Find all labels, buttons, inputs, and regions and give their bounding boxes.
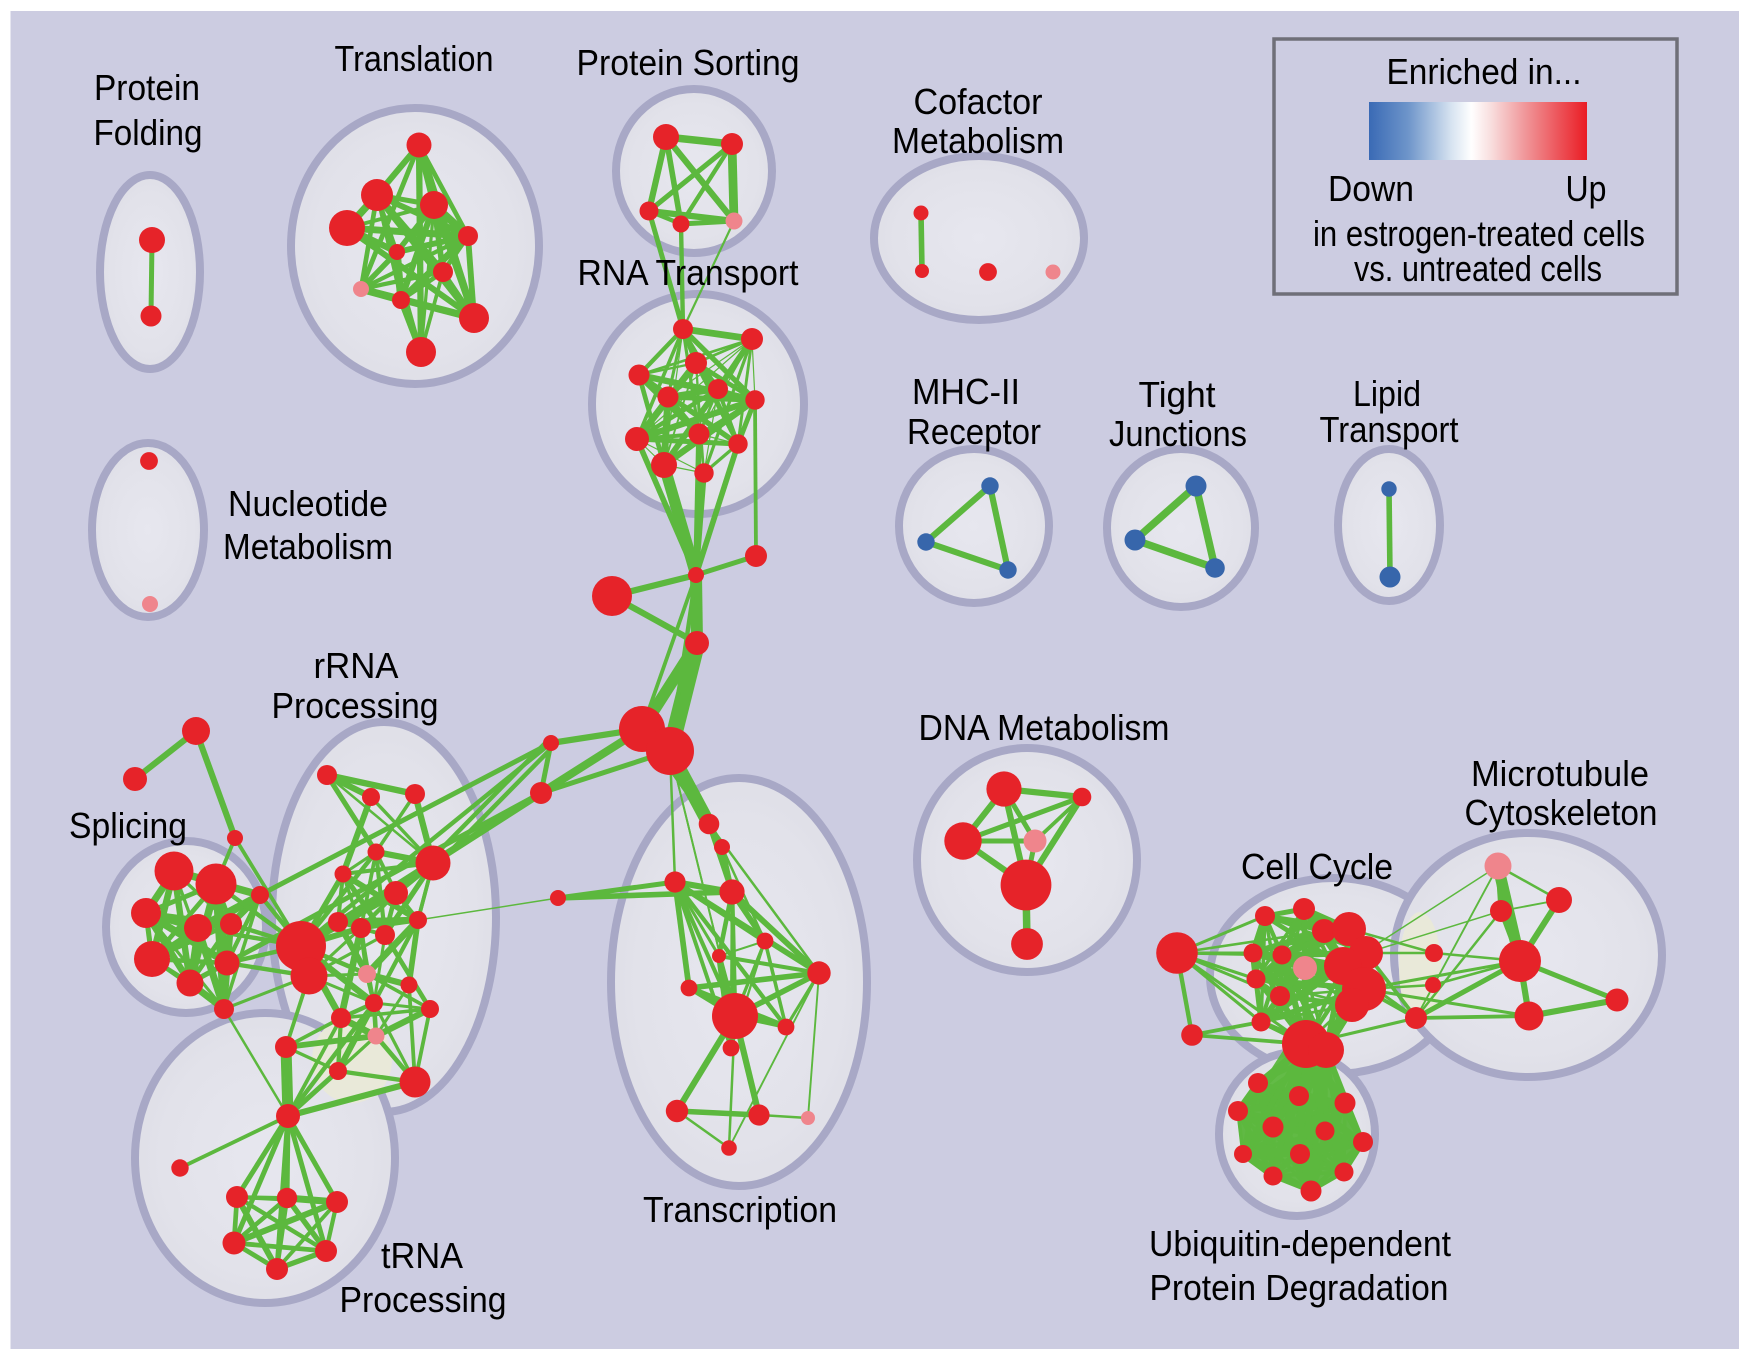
svg-text:Protein Degradation: Protein Degradation (1150, 1267, 1449, 1308)
svg-text:Processing: Processing (340, 1279, 507, 1320)
svg-text:DNA Metabolism: DNA Metabolism (919, 707, 1170, 748)
svg-text:Metabolism: Metabolism (892, 120, 1064, 161)
svg-text:Microtubule: Microtubule (1471, 753, 1649, 794)
svg-text:Down: Down (1328, 168, 1414, 209)
svg-text:Junctions: Junctions (1109, 413, 1247, 454)
svg-text:Protein: Protein (94, 67, 200, 108)
svg-text:tRNA: tRNA (381, 1235, 463, 1276)
svg-text:vs. untreated cells: vs. untreated cells (1354, 248, 1602, 289)
svg-text:Transport: Transport (1320, 409, 1459, 450)
svg-text:Processing: Processing (272, 685, 439, 726)
svg-text:Folding: Folding (94, 112, 203, 153)
svg-text:Protein Sorting: Protein Sorting (577, 42, 800, 83)
svg-text:Cofactor: Cofactor (914, 81, 1043, 122)
svg-text:Receptor: Receptor (907, 411, 1041, 452)
svg-text:Ubiquitin-dependent: Ubiquitin-dependent (1149, 1223, 1451, 1264)
svg-text:Transcription: Transcription (643, 1189, 837, 1230)
svg-text:Metabolism: Metabolism (223, 526, 393, 567)
svg-text:RNA Transport: RNA Transport (578, 252, 799, 293)
svg-text:Tight: Tight (1139, 374, 1216, 415)
svg-text:Lipid: Lipid (1353, 373, 1421, 414)
svg-text:Enriched in...: Enriched in... (1387, 51, 1582, 92)
svg-text:Nucleotide: Nucleotide (228, 483, 388, 524)
svg-text:Up: Up (1566, 168, 1607, 209)
svg-text:Splicing: Splicing (69, 805, 187, 846)
svg-text:in estrogen-treated cells: in estrogen-treated cells (1313, 213, 1645, 254)
svg-text:MHC-II: MHC-II (912, 371, 1020, 412)
svg-text:Translation: Translation (335, 38, 494, 79)
svg-text:rRNA: rRNA (314, 645, 399, 686)
svg-text:Cytoskeleton: Cytoskeleton (1465, 792, 1658, 833)
svg-text:Cell Cycle: Cell Cycle (1241, 846, 1393, 887)
